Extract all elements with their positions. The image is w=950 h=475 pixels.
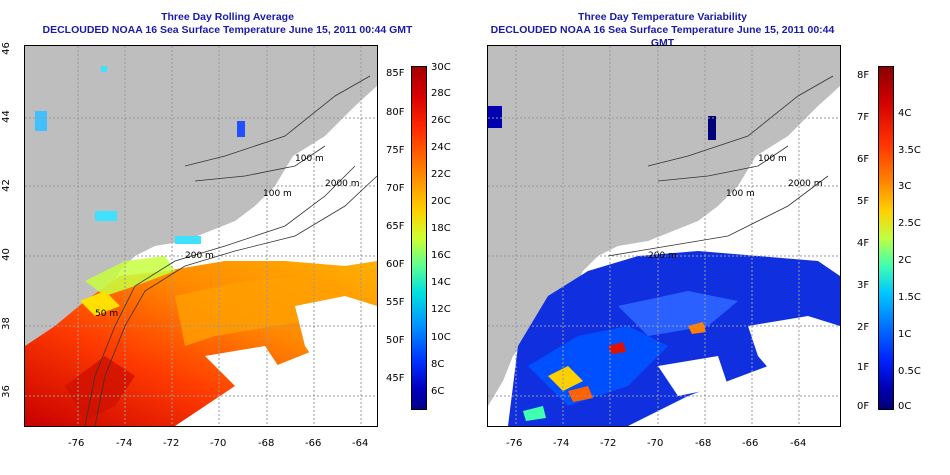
right-colorbar bbox=[878, 66, 894, 410]
cb-f-label: 7F bbox=[857, 112, 870, 123]
cb-f-label: 0F bbox=[857, 401, 870, 412]
y-tick-label: 42 bbox=[0, 179, 12, 192]
contour-label: 200 m bbox=[648, 251, 677, 261]
x-tick-label: -72 bbox=[600, 438, 617, 449]
cb-c-label: 0C bbox=[898, 401, 912, 412]
cb-f-label: 85F bbox=[386, 68, 405, 79]
cb-c-label: 2.5C bbox=[898, 218, 921, 229]
cb-c-label: 12C bbox=[431, 304, 451, 315]
contour-label: 2000 m bbox=[325, 179, 360, 189]
contour-label: 100 m bbox=[295, 154, 324, 164]
right-title-line1: Three Day Temperature Variability bbox=[577, 11, 748, 23]
cb-c-label: 16C bbox=[431, 250, 451, 261]
left-title-line1: Three Day Rolling Average bbox=[161, 11, 294, 23]
cb-c-label: 4C bbox=[898, 108, 912, 119]
x-tick-label: -66 bbox=[305, 438, 322, 449]
cb-f-label: 6F bbox=[857, 154, 870, 165]
cb-c-label: 24C bbox=[431, 142, 451, 153]
cb-c-label: 0.5C bbox=[898, 366, 921, 377]
cb-c-label: 10C bbox=[431, 332, 451, 343]
cb-f-label: 80F bbox=[386, 107, 405, 118]
cb-c-label: 28C bbox=[431, 88, 451, 99]
x-tick-label: -70 bbox=[647, 438, 664, 449]
x-tick-label: -68 bbox=[695, 438, 712, 449]
cb-c-label: 3C bbox=[898, 181, 912, 192]
y-tick-label: 44 bbox=[0, 110, 12, 123]
left-sst-map[interactable]: 100 m 2000 m 100 m 200 m 50 m bbox=[24, 45, 378, 427]
y-tick-label: 36 bbox=[0, 385, 12, 398]
x-tick-label: -76 bbox=[68, 438, 85, 449]
cb-f-label: 50F bbox=[386, 335, 405, 346]
land-mass bbox=[25, 46, 377, 406]
x-tick-label: -72 bbox=[163, 438, 180, 449]
cb-f-label: 75F bbox=[386, 145, 405, 156]
x-tick-label: -74 bbox=[553, 438, 570, 449]
cb-c-label: 18C bbox=[431, 223, 451, 234]
contour-label: 2000 m bbox=[788, 179, 823, 189]
x-tick-label: -68 bbox=[258, 438, 275, 449]
cb-c-label: 1C bbox=[898, 329, 912, 340]
left-title-line2: DECLOUDED NOAA 16 Sea Surface Temperatur… bbox=[42, 24, 413, 36]
cb-f-label: 55F bbox=[386, 297, 405, 308]
contour-label: 50 m bbox=[95, 309, 118, 319]
cb-c-label: 6C bbox=[431, 386, 445, 397]
cb-f-label: 5F bbox=[857, 196, 870, 207]
y-tick-label: 46 bbox=[0, 42, 12, 55]
cb-f-label: 3F bbox=[857, 280, 870, 291]
x-tick-label: -74 bbox=[116, 438, 133, 449]
x-tick-label: -64 bbox=[790, 438, 807, 449]
cb-c-label: 20C bbox=[431, 196, 451, 207]
cb-f-label: 4F bbox=[857, 238, 870, 249]
left-sst-map-graphic: 100 m 2000 m 100 m 200 m 50 m bbox=[25, 46, 377, 426]
contour-label: 100 m bbox=[726, 189, 755, 199]
cb-f-label: 8F bbox=[857, 70, 870, 81]
cb-f-label: 1F bbox=[857, 362, 870, 373]
x-tick-label: -76 bbox=[506, 438, 523, 449]
x-tick-label: -64 bbox=[352, 438, 369, 449]
right-variability-map[interactable]: 100 m 2000 m 100 m 200 m bbox=[487, 45, 841, 427]
cb-f-label: 45F bbox=[386, 373, 405, 384]
y-tick-label: 40 bbox=[0, 248, 12, 261]
x-tick-label: -70 bbox=[210, 438, 227, 449]
x-tick-label: -66 bbox=[742, 438, 759, 449]
cb-c-label: 1.5C bbox=[898, 292, 921, 303]
cb-c-label: 2C bbox=[898, 255, 912, 266]
cb-f-label: 60F bbox=[386, 259, 405, 270]
right-variability-map-graphic: 100 m 2000 m 100 m 200 m bbox=[488, 46, 840, 426]
cb-c-label: 30C bbox=[431, 62, 451, 73]
contour-label: 200 m bbox=[185, 251, 214, 261]
left-title: Three Day Rolling Average DECLOUDED NOAA… bbox=[40, 11, 415, 37]
cb-c-label: 14C bbox=[431, 277, 451, 288]
contour-label: 100 m bbox=[758, 154, 787, 164]
contour-label: 100 m bbox=[263, 189, 292, 199]
cb-c-label: 22C bbox=[431, 169, 451, 180]
cb-c-label: 8C bbox=[431, 359, 445, 370]
cb-c-label: 3.5C bbox=[898, 145, 921, 156]
cb-f-label: 2F bbox=[857, 322, 870, 333]
left-colorbar bbox=[411, 66, 427, 410]
cb-c-label: 26C bbox=[431, 115, 451, 126]
cb-f-label: 70F bbox=[386, 183, 405, 194]
cb-f-label: 65F bbox=[386, 221, 405, 232]
y-tick-label: 38 bbox=[0, 317, 12, 330]
